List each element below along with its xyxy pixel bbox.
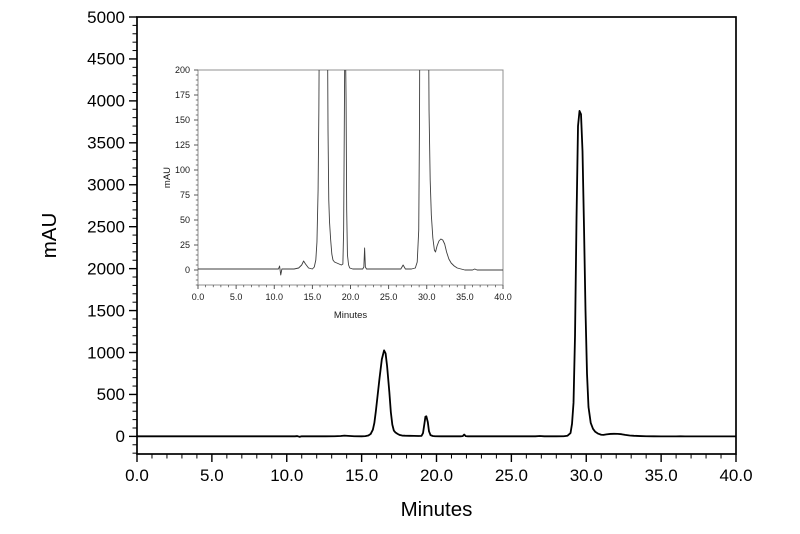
main-y-tick-label: 4500 bbox=[87, 50, 125, 69]
inset-x-tick-label: 15.0 bbox=[304, 292, 322, 302]
inset-y-tick-label: 175 bbox=[175, 90, 190, 100]
main-y-tick-label: 0 bbox=[116, 427, 125, 446]
main-x-tick-label: 15.0 bbox=[345, 466, 378, 485]
main-x-tick-label: 10.0 bbox=[270, 466, 303, 485]
inset-y-tick-label: 25 bbox=[180, 240, 190, 250]
main-y-tick-label: 2000 bbox=[87, 259, 125, 278]
inset-x-tick-label: 35.0 bbox=[456, 292, 474, 302]
inset-y-tick-label: 200 bbox=[175, 65, 190, 75]
inset-y-tick-label: 150 bbox=[175, 115, 190, 125]
main-y-axis-title: mAU bbox=[38, 213, 61, 259]
main-x-tick-label: 40.0 bbox=[719, 466, 752, 485]
inset-y-tick-label: 100 bbox=[175, 165, 190, 175]
inset-x-tick-label: 0.0 bbox=[192, 292, 205, 302]
main-x-tick-label: 0.0 bbox=[125, 466, 149, 485]
inset-chart: 0 25 50 75 100 125 150 175 200 0.0 5.0 10.0 15.0 20.0… bbox=[162, 65, 512, 321]
inset-y-tick-label: 50 bbox=[180, 215, 190, 225]
inset-x-tick-label: 40.0 bbox=[494, 292, 512, 302]
main-x-tick-label: 5.0 bbox=[200, 466, 224, 485]
main-y-tick-label: 4000 bbox=[87, 92, 125, 111]
main-x-tick-label: 35.0 bbox=[645, 466, 678, 485]
inset-x-tick-label: 30.0 bbox=[418, 292, 436, 302]
main-y-tick-label: 500 bbox=[97, 385, 125, 404]
inset-x-tick-label: 10.0 bbox=[265, 292, 283, 302]
inset-x-tick-label: 5.0 bbox=[230, 292, 243, 302]
main-chart: 0500100015002000250030003500400045005000… bbox=[38, 8, 753, 521]
main-y-tick-label: 3500 bbox=[87, 134, 125, 153]
inset-y-axis-title: mAU bbox=[162, 167, 173, 188]
main-y-tick-label: 3000 bbox=[87, 176, 125, 195]
main-x-tick-label: 25.0 bbox=[495, 466, 528, 485]
main-x-axis-title: Minutes bbox=[401, 498, 473, 521]
inset-x-tick-label: 20.0 bbox=[342, 292, 360, 302]
inset-y-tick-label: 125 bbox=[175, 140, 190, 150]
main-y-tick-label: 5000 bbox=[87, 8, 125, 27]
inset-x-tick-label: 25.0 bbox=[380, 292, 398, 302]
main-x-tick-label: 20.0 bbox=[420, 466, 453, 485]
inset-x-axis-title: Minutes bbox=[334, 310, 368, 321]
main-x-tick-label: 30.0 bbox=[570, 466, 603, 485]
main-y-tick-label: 1000 bbox=[87, 343, 125, 362]
main-y-tick-label: 2500 bbox=[87, 217, 125, 236]
main-trace bbox=[137, 110, 736, 438]
main-y-tick-label: 1500 bbox=[87, 301, 125, 320]
inset-y-tick-label: 75 bbox=[180, 190, 190, 200]
main-plot-frame bbox=[136, 16, 737, 455]
inset-trace bbox=[198, 70, 503, 276]
inset-y-tick-label: 0 bbox=[185, 265, 190, 275]
inset-plot-frame bbox=[197, 69, 504, 286]
